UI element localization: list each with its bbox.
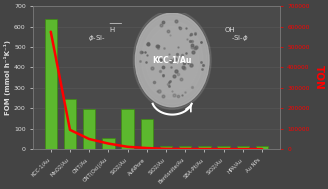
Bar <box>45 19 57 149</box>
Bar <box>83 109 95 149</box>
Text: $\phi$-Si-: $\phi$-Si- <box>88 33 106 43</box>
Text: -Si-$\phi$: -Si-$\phi$ <box>231 33 248 43</box>
Text: OH: OH <box>224 27 235 33</box>
Bar <box>160 146 172 149</box>
Text: KCC-1/Au: KCC-1/Au <box>153 56 192 64</box>
Circle shape <box>141 21 203 99</box>
Bar <box>64 99 76 149</box>
Bar <box>236 146 249 149</box>
Bar <box>198 146 211 149</box>
Bar <box>217 146 230 149</box>
Circle shape <box>135 13 209 107</box>
Circle shape <box>150 31 195 89</box>
Circle shape <box>146 26 199 94</box>
Circle shape <box>137 16 207 104</box>
Bar <box>256 146 268 149</box>
Bar <box>179 146 192 149</box>
Bar <box>141 119 153 149</box>
Y-axis label: TON: TON <box>314 65 324 90</box>
Bar <box>102 138 115 149</box>
Circle shape <box>133 11 211 109</box>
Bar <box>121 109 134 149</box>
Text: H: H <box>109 27 114 33</box>
Y-axis label: FOM (mmol h⁻¹K⁻¹): FOM (mmol h⁻¹K⁻¹) <box>4 40 11 115</box>
